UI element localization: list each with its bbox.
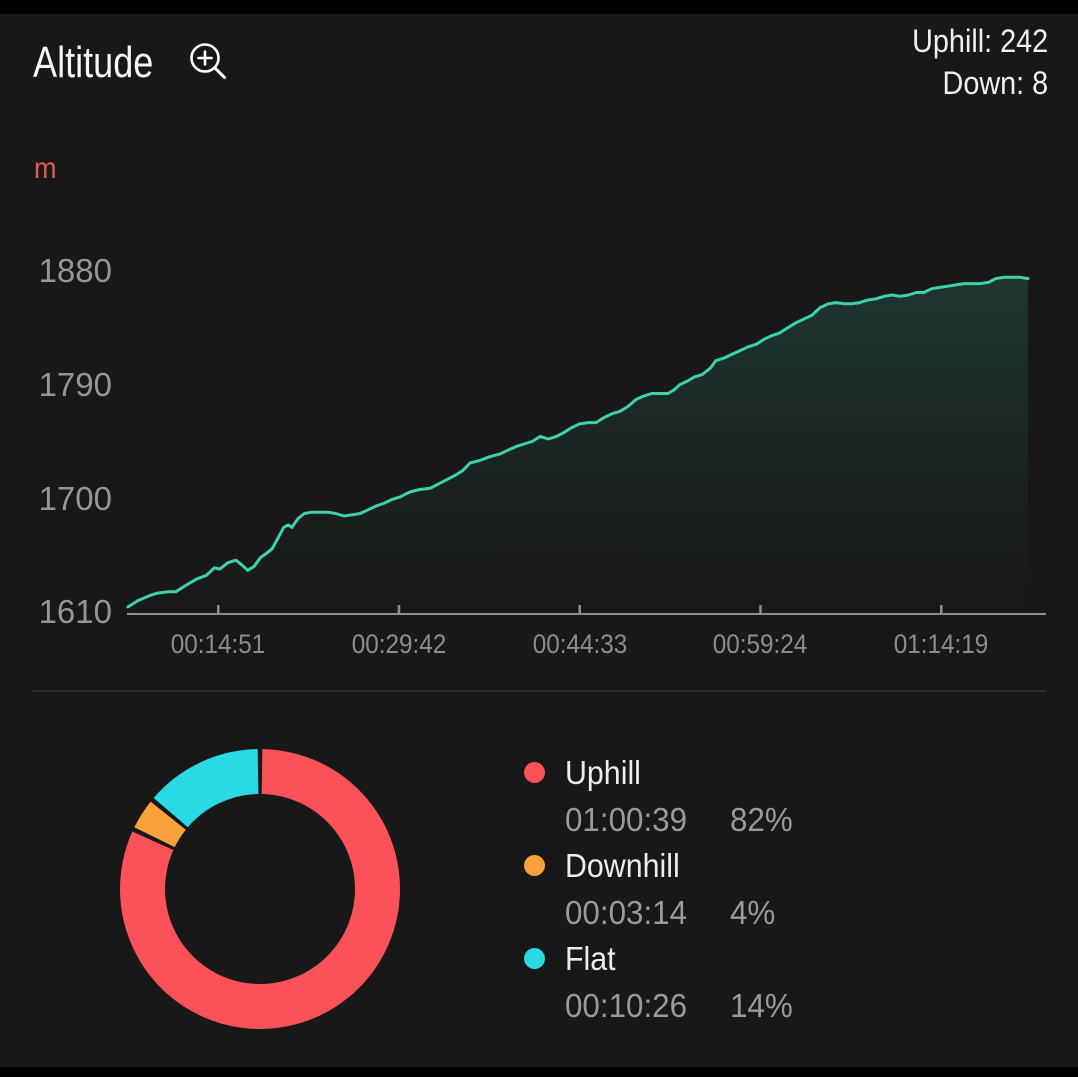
legend-percent: 4% bbox=[730, 894, 776, 931]
split-legend: Uphill 01:00:39 82% Downhill 00:03:14 4%… bbox=[524, 750, 954, 1030]
y-tick-label: 1880 bbox=[38, 252, 112, 289]
y-tick-label: 1610 bbox=[38, 593, 112, 630]
legend-time: 00:03:14 bbox=[565, 894, 688, 931]
legend-percent: 82% bbox=[730, 801, 793, 838]
legend-group-uphill: Uphill 01:00:39 82% bbox=[524, 750, 954, 843]
downhill-total: Down: 8 bbox=[942, 65, 1048, 101]
zoom-in-icon[interactable] bbox=[186, 39, 232, 85]
legend-time: 01:00:39 bbox=[565, 801, 688, 838]
y-tick-label: 1700 bbox=[38, 480, 112, 517]
legend-label: Downhill bbox=[565, 847, 680, 884]
flat-dot-icon bbox=[524, 948, 545, 969]
split-donut-chart bbox=[119, 749, 400, 1029]
uphill-dot-icon bbox=[524, 762, 545, 783]
x-tick-label: 00:14:51 bbox=[170, 629, 266, 659]
legend-label: Flat bbox=[565, 940, 616, 977]
section-divider bbox=[32, 690, 1046, 692]
legend-label: Uphill bbox=[565, 754, 641, 791]
x-tick-label: 00:59:24 bbox=[712, 629, 808, 659]
x-tick-label: 00:29:42 bbox=[351, 629, 447, 659]
downhill-dot-icon bbox=[524, 855, 545, 876]
altitude-area-fill bbox=[128, 277, 1028, 613]
y-tick-label: 1790 bbox=[38, 366, 112, 403]
x-tick-label: 01:14:19 bbox=[893, 629, 989, 659]
altitude-line bbox=[126, 275, 1030, 609]
legend-group-flat: Flat 00:10:26 14% bbox=[524, 936, 954, 1029]
donut-segment-flat bbox=[153, 749, 259, 828]
legend-time: 00:10:26 bbox=[565, 987, 688, 1024]
y-axis-unit-label: m bbox=[34, 152, 57, 185]
legend-percent: 14% bbox=[730, 987, 793, 1024]
donut-segment-uphill bbox=[119, 749, 400, 1029]
page-title: Altitude bbox=[33, 38, 154, 87]
uphill-total: Uphill: 242 bbox=[911, 23, 1048, 59]
legend-group-downhill: Downhill 00:03:14 4% bbox=[524, 843, 954, 936]
donut-segment-downhill bbox=[134, 801, 186, 848]
elevation-stats: Uphill: 242 Down: 8 bbox=[912, 20, 1048, 104]
x-tick-label: 00:44:33 bbox=[532, 629, 627, 659]
